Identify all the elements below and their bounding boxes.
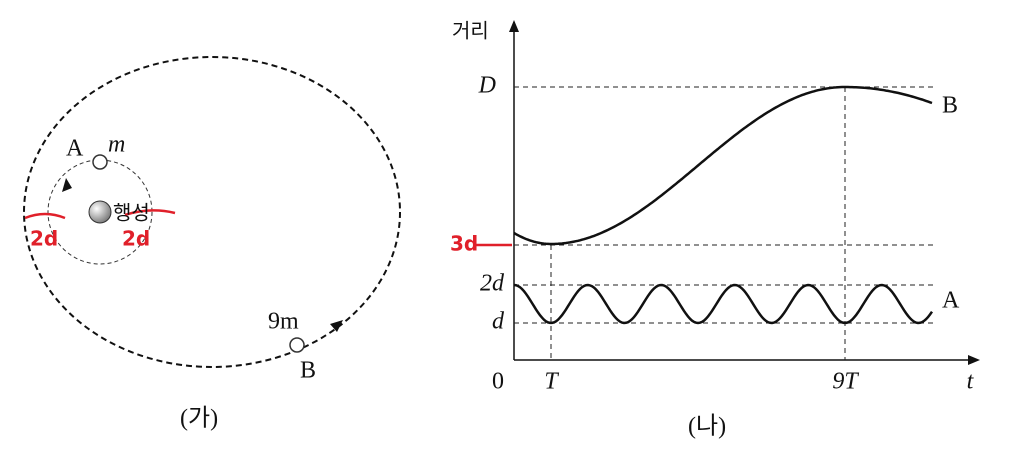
- annotation: 2d: [30, 227, 58, 251]
- y-label: 2d: [480, 271, 505, 297]
- guide-line: [514, 86, 935, 360]
- label: 9m: [268, 309, 299, 335]
- curve-a: [513, 283, 934, 325]
- arrow-a: [62, 178, 72, 192]
- x-label: T: [544, 369, 559, 395]
- annotation: 2d: [122, 227, 150, 251]
- arrow-b: [330, 320, 343, 332]
- curve-label: A: [942, 288, 960, 314]
- orbit-b: [23, 56, 401, 368]
- arrow: [509, 20, 519, 32]
- caption: (가): [180, 405, 218, 432]
- origin: 0: [492, 369, 504, 395]
- label: B: [300, 358, 316, 384]
- arrow: [968, 355, 980, 365]
- satellite-a: [92, 154, 108, 170]
- red-mark: [24, 209, 176, 220]
- orbit-a: [47, 159, 153, 265]
- axis-label: t: [967, 369, 975, 395]
- planet: [88, 200, 112, 224]
- y-label: D: [478, 73, 496, 99]
- annotation: 3d: [450, 232, 478, 256]
- curve-b: [513, 85, 933, 246]
- satellite-b: [289, 337, 305, 353]
- x-label: 9T: [832, 369, 859, 395]
- label: A: [66, 136, 84, 162]
- y-label: d: [492, 309, 505, 335]
- caption: (나): [688, 413, 726, 440]
- label: 행성: [113, 201, 150, 225]
- label: m: [108, 132, 125, 158]
- curve-label: B: [942, 93, 958, 119]
- axis-label: 거리: [452, 19, 489, 43]
